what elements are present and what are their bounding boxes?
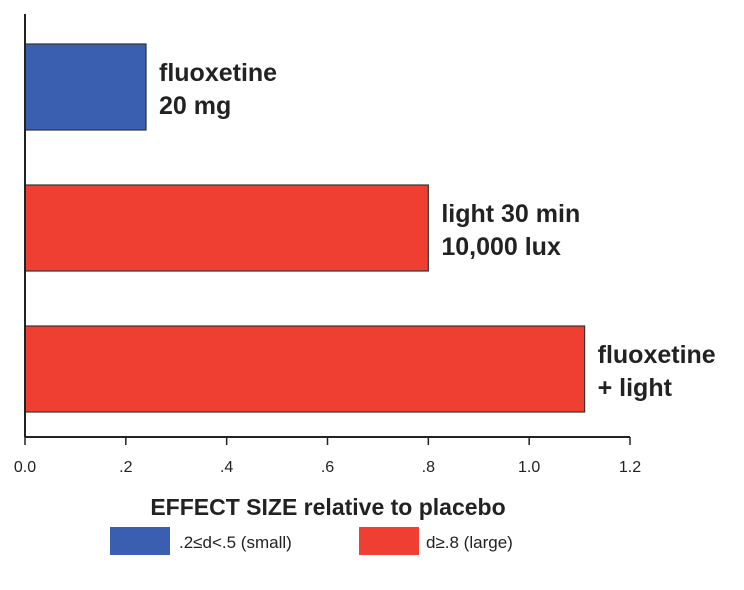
x-tick-label-4: .6: [321, 459, 334, 476]
x-tick-label-6: 1.0: [518, 459, 540, 476]
bar-2-label-line-2: 10,000 lux: [441, 233, 561, 261]
bar-3-label-line-1: fluoxetine: [598, 341, 716, 369]
legend: .2≤d<.5 (small) d≥.8 (large): [110, 527, 513, 555]
bar-1-label-line-2: 20 mg: [159, 92, 231, 120]
bar-2-label-line-1: light 30 min: [441, 200, 580, 228]
x-axis-title: EFFECT SIZE relative to placebo: [150, 494, 505, 520]
x-tick-label-3: .4: [220, 459, 233, 476]
legend-label-large: d≥.8 (large): [426, 533, 513, 552]
legend-swatch-small: [110, 527, 170, 555]
x-tick-label-2: .2: [119, 459, 132, 476]
x-tick-label-1: 0.0: [14, 459, 36, 476]
bar-3: [24, 325, 586, 413]
bar-3-label-line-2: + light: [598, 374, 673, 402]
bar-1: [24, 43, 147, 131]
bar-labels-group: fluoxetine 20 mg light 30 min 10,000 lux flu…: [159, 59, 716, 402]
legend-swatch-large: [359, 527, 419, 555]
legend-label-small: .2≤d<.5 (small): [179, 533, 292, 552]
x-ticks-group: 0.0 .2 .4 .6 .8 1.0 1.2: [14, 437, 641, 476]
x-tick-label-5: .8: [422, 459, 435, 476]
bar-2: [24, 184, 429, 272]
bars-group: [24, 43, 586, 413]
x-tick-label-7: 1.2: [619, 459, 641, 476]
bar-1-label-line-1: fluoxetine: [159, 59, 277, 87]
